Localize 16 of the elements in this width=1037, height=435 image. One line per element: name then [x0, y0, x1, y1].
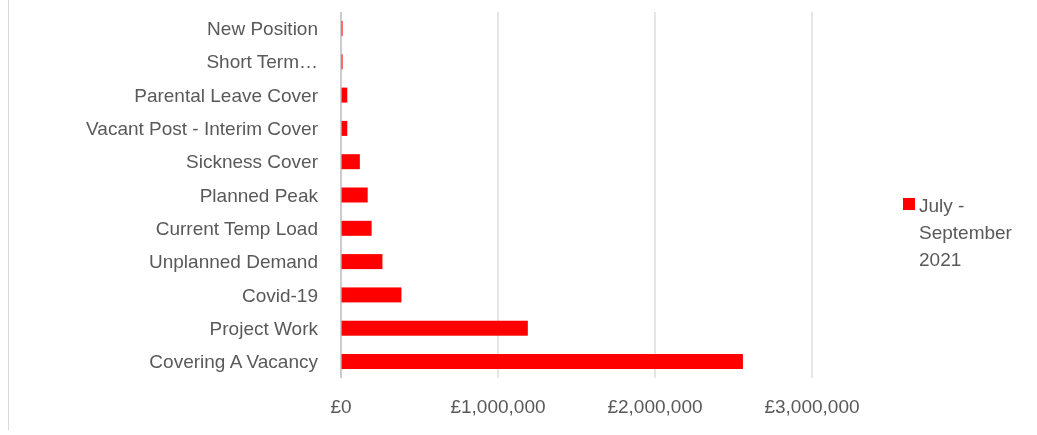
y-tick-label: Unplanned Demand — [148, 251, 318, 273]
y-tick-label: Vacant Post - Interim Cover — [86, 118, 319, 140]
x-tick-label: £0 — [330, 396, 352, 417]
y-tick-label: New Position — [207, 18, 318, 40]
y-tick-label: Parental Leave Cover — [134, 84, 319, 106]
y-tick-label: Planned Peak — [199, 184, 319, 206]
legend-label: July - September 2021 — [919, 194, 1013, 270]
y-tick-label: Covering A Vacancy — [149, 351, 319, 373]
y-tick-label: Short Term… — [206, 51, 318, 73]
y-tick-label: Sickness Cover — [186, 151, 319, 173]
x-tick-label: £3,000,000 — [764, 396, 860, 417]
y-tick-label: Covid-19 — [241, 284, 318, 306]
y-tick-label: Project Work — [209, 317, 319, 339]
x-tick-label: £2,000,000 — [607, 396, 703, 417]
y-tick-label: Current Temp Load — [155, 217, 318, 239]
x-tick-label: £1,000,000 — [450, 396, 546, 417]
